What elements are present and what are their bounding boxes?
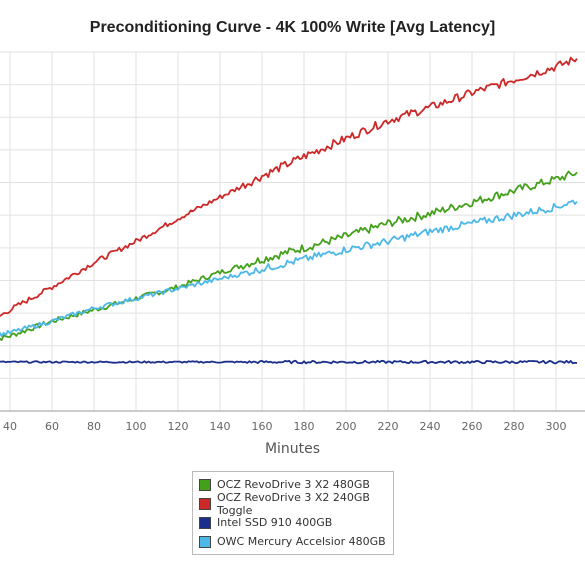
x-tick-label: 60 [45,420,59,433]
legend-item[interactable]: OCZ RevoDrive 3 X2 240GB Toggle [193,491,393,517]
legend-label: OWC Mercury Accelsior 480GB [217,535,386,548]
x-tick-label: 140 [210,420,231,433]
x-tick-label: 260 [462,420,483,433]
legend-swatch [199,478,211,491]
legend-label: OCZ RevoDrive 3 X2 480GB [217,478,370,491]
legend-swatch [199,535,211,548]
series-line-2 [0,56,578,317]
series-line-1 [0,170,578,342]
legend-item[interactable]: OCZ RevoDrive 3 X2 480GB [193,475,393,494]
x-tick-label: 100 [126,420,147,433]
legend: OCZ RevoDrive 3 X2 480GB OCZ RevoDrive 3 … [192,471,394,555]
x-tick-label: 300 [546,420,567,433]
x-tick-label: 220 [378,420,399,433]
legend-swatch [199,497,211,510]
legend-swatch [199,516,211,529]
x-tick-label: 80 [87,420,101,433]
legend-label: OCZ RevoDrive 3 X2 240GB Toggle [217,490,370,517]
x-tick-label: 160 [252,420,273,433]
grid-lines [0,51,585,411]
series-lines [0,56,578,365]
x-tick-label: 40 [3,420,17,433]
legend-item[interactable]: Intel SSD 910 400GB [193,513,393,532]
x-tick-labels: 40 60 80 100 120 140 160 180 200 220 240 260 280 300 [3,420,567,433]
x-axis-label: Minutes [264,441,321,457]
x-tick-label: 180 [294,420,315,433]
legend-item[interactable]: OWC Mercury Accelsior 480GB [193,532,393,551]
x-tick-label: 240 [420,420,441,433]
chart-title: Preconditioning Curve - 4K 100% Write [A… [89,19,496,36]
series-line-3 [0,359,578,365]
x-tick-label: 280 [504,420,525,433]
x-tick-label: 120 [168,420,189,433]
series-line-4 [0,199,578,337]
x-tick-label: 200 [336,420,357,433]
legend-label: Intel SSD 910 400GB [217,516,333,529]
